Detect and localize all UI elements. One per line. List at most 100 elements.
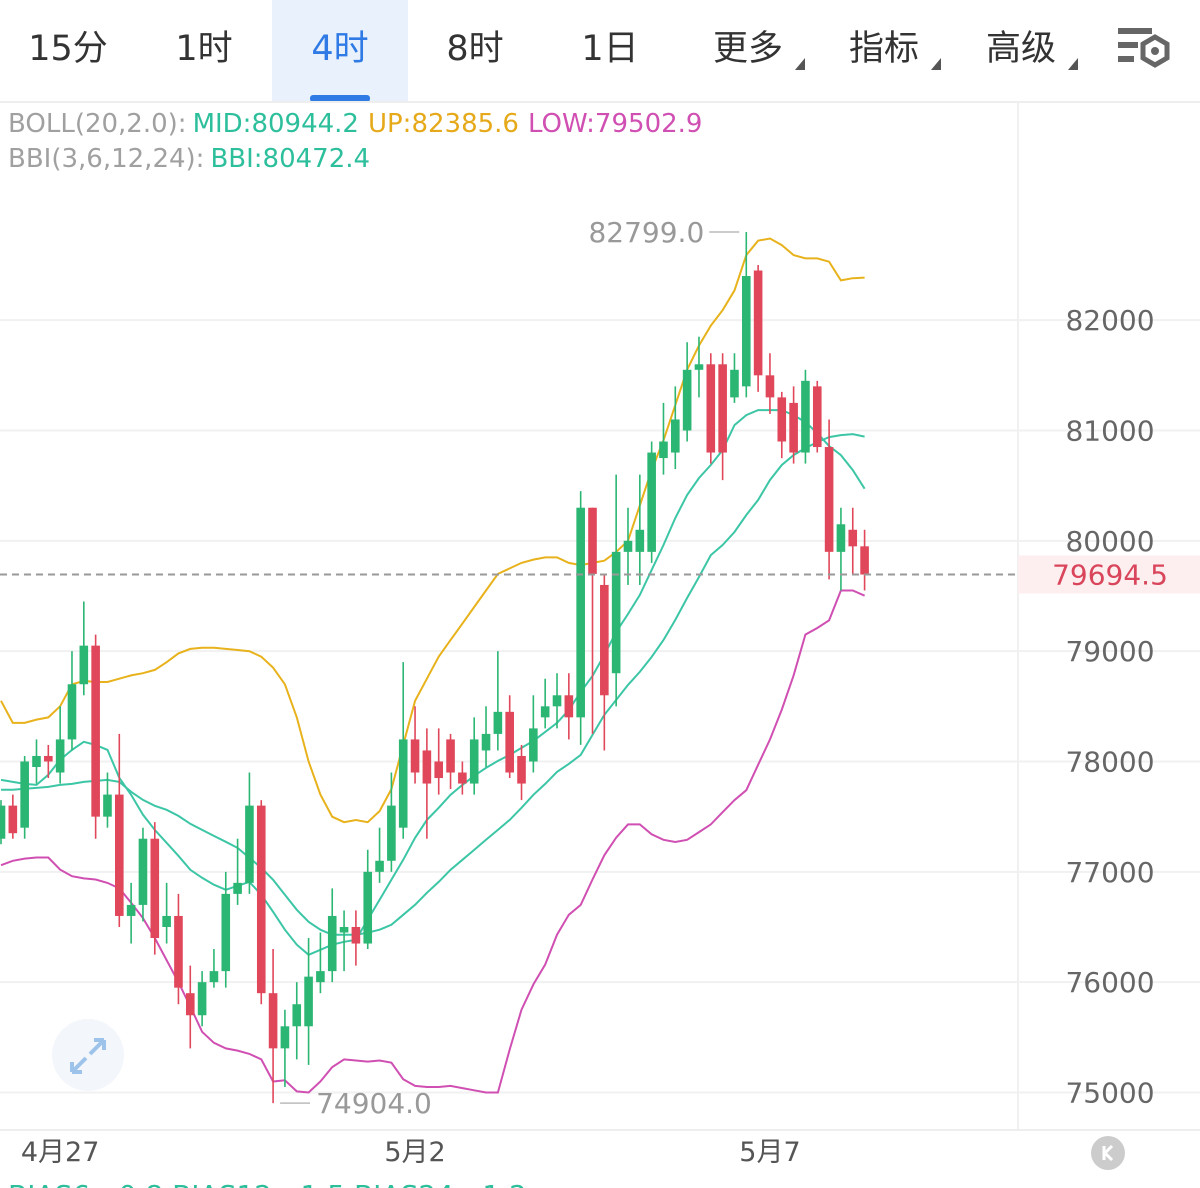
tab[interactable]: 1日 xyxy=(581,29,638,69)
plot: 79694.5 82799.0 74904.0 xyxy=(0,216,1200,1120)
candle-body xyxy=(718,364,727,453)
candle-body xyxy=(824,447,834,552)
candle-body xyxy=(292,1004,302,1027)
candle-body xyxy=(765,375,775,398)
tab[interactable]: 15分 xyxy=(28,29,108,69)
candle-body xyxy=(682,369,692,431)
candle-body xyxy=(280,1026,290,1049)
candle-body xyxy=(55,739,65,773)
y-tick-label: 76000 xyxy=(1065,966,1154,999)
candle-body xyxy=(576,507,585,718)
candle-body xyxy=(812,386,822,448)
y-tick-label: 82000 xyxy=(1065,304,1154,337)
candle-body xyxy=(789,402,798,453)
candle-body xyxy=(777,397,787,442)
candle-body xyxy=(540,706,550,718)
candle-body xyxy=(635,529,645,552)
candle-body xyxy=(115,794,124,916)
tab[interactable]: 更多 xyxy=(713,29,783,69)
candle-body xyxy=(126,904,136,916)
candle-body xyxy=(245,805,254,883)
y-tick-label: 80000 xyxy=(1065,525,1154,558)
candle-body xyxy=(458,772,467,784)
candle-body xyxy=(493,711,503,734)
x-tick-label: 5月7 xyxy=(739,1137,800,1168)
high-label: 82799.0 xyxy=(588,216,704,249)
legend-row: BBI(3,6,12,24): BBI:80472.4 xyxy=(8,144,370,174)
candle-body xyxy=(753,270,763,376)
candle-body xyxy=(647,452,656,552)
candle-body xyxy=(268,993,278,1049)
legend-item: MID:80944.2 xyxy=(193,109,359,139)
scroll-latest-button[interactable] xyxy=(1091,1136,1125,1170)
candle-body xyxy=(410,739,420,773)
candle-body xyxy=(67,684,77,740)
tab[interactable]: 高级 xyxy=(986,29,1056,69)
legend: BOLL(20,2.0): MID:80944.2 UP:82385.6 LOW:79… xyxy=(8,109,702,174)
candle-body xyxy=(32,755,41,768)
candle-body xyxy=(706,364,716,453)
candle-body xyxy=(387,805,396,861)
candle-body xyxy=(233,882,242,894)
candle-body xyxy=(860,546,869,575)
candle-body xyxy=(611,551,621,674)
candle-body xyxy=(564,695,574,718)
indicator-row: BIAS6: -0.8 BIAS12: -1.5 BIAS24: -1.2 xyxy=(8,1179,527,1188)
candle-body xyxy=(694,364,704,370)
y-tick-label: 78000 xyxy=(1065,745,1154,778)
candle-body xyxy=(221,893,231,972)
candle-body xyxy=(801,380,810,453)
candle-body xyxy=(529,728,538,762)
candle-body xyxy=(209,971,219,983)
candle-body xyxy=(600,584,609,696)
candle-body xyxy=(363,871,373,944)
candle-body xyxy=(0,805,6,839)
candle-body xyxy=(138,838,148,905)
candle-body xyxy=(174,915,183,988)
last-price-label: 79694.5 xyxy=(1052,559,1168,592)
candle-body xyxy=(481,733,491,751)
candle-body xyxy=(339,926,349,933)
candle-body xyxy=(671,419,680,453)
candle-body xyxy=(79,645,89,685)
tab[interactable]: 4时 xyxy=(311,29,368,69)
selected-tab-indicator xyxy=(310,95,370,102)
candle-body xyxy=(8,805,18,834)
candle-body xyxy=(552,695,562,707)
tab-bar: 15分 1时 4时 8时 1日 更多 指标 高级 xyxy=(0,0,1200,103)
grid: 75000 76000 77000 78000 79000 80000 81000 82000… xyxy=(0,304,1200,1168)
legend-item: BBI:80472.4 xyxy=(210,144,370,174)
indicator-line xyxy=(0,409,866,956)
candle-body xyxy=(730,369,739,398)
expand-button[interactable] xyxy=(52,1019,124,1091)
x-tick-label: 5月2 xyxy=(384,1137,445,1168)
candle-body xyxy=(304,976,313,1027)
candle-body xyxy=(446,739,455,773)
tab[interactable]: 8时 xyxy=(446,29,503,69)
tab[interactable]: 指标 xyxy=(849,29,919,69)
candle-body xyxy=(375,860,384,872)
candle-body xyxy=(741,276,751,387)
dropdown-arrow xyxy=(795,58,805,70)
low-label: 74904.0 xyxy=(316,1087,432,1120)
indicator-line xyxy=(0,589,866,1094)
candle-body xyxy=(150,838,160,939)
y-tick-label: 79000 xyxy=(1065,635,1154,668)
candle-body xyxy=(398,739,408,828)
candle-body xyxy=(185,993,195,1016)
y-tick-label: 77000 xyxy=(1065,856,1154,889)
settings-icon[interactable] xyxy=(1118,28,1170,68)
indicator-line xyxy=(0,237,865,824)
candle-body xyxy=(422,750,432,784)
selected-tab-bg xyxy=(272,0,408,102)
candle-body xyxy=(44,755,53,762)
candle-body xyxy=(517,755,526,784)
candle-body xyxy=(505,711,514,773)
legend-item: BBI(3,6,12,24): xyxy=(8,144,204,174)
candle-body xyxy=(836,524,846,552)
tab[interactable]: 1时 xyxy=(175,29,232,69)
candle-body xyxy=(20,761,29,828)
y-tick-label: 75000 xyxy=(1065,1076,1154,1109)
